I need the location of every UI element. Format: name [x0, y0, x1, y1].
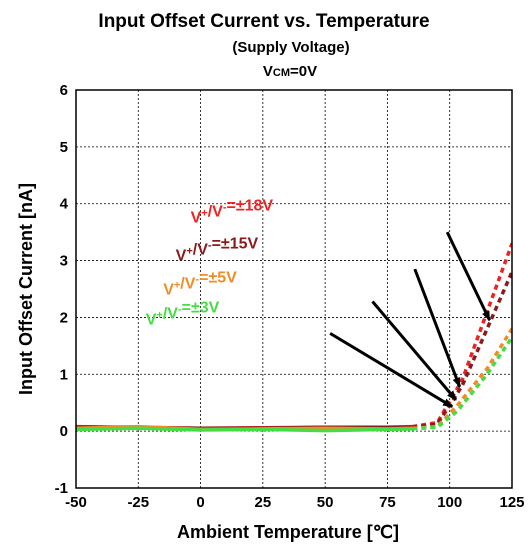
annotation-arrow-1 [413, 268, 462, 388]
y-tick-label: 6 [60, 82, 68, 99]
x-tick-label: 75 [379, 494, 396, 511]
y-tick-label: 5 [60, 139, 68, 156]
chart-condition: VCM=0V [263, 63, 317, 80]
x-tick-label: 125 [499, 494, 524, 511]
series-dashed-line-0 [412, 242, 512, 429]
x-tick-label: 50 [317, 494, 334, 511]
y-tick-label: 0 [60, 423, 68, 440]
chart-title: Input Offset Current vs. Temperature [98, 11, 429, 32]
annotation-arrow-0 [445, 231, 491, 322]
x-tick-label: -50 [65, 494, 87, 511]
plot-frame [75, 89, 513, 489]
y-tick-label: -1 [55, 480, 68, 497]
x-tick-label: -25 [127, 494, 149, 511]
series-dashed-line-2 [412, 327, 512, 431]
series-label-2: V+/V-=±5V [163, 270, 237, 299]
y-axis-label: Input Offset Current [nA] [16, 183, 36, 395]
series-dashed-line-3 [412, 336, 512, 431]
series-label-0: V+/V-=±18V [191, 197, 274, 226]
x-axis-label: Ambient Temperature [℃] [177, 522, 399, 542]
annotation-arrow-2 [371, 300, 458, 401]
annotation-arrow-3 [329, 332, 454, 408]
series-layer [76, 242, 512, 433]
y-tick-label: 3 [60, 253, 68, 270]
y-tick-label: 4 [60, 196, 69, 213]
x-tick-label: 25 [255, 494, 272, 511]
x-tick-label: 100 [437, 494, 462, 511]
chart-subtitle: (Supply Voltage) [232, 39, 349, 56]
series-label-3: V+/V-=±3V [146, 299, 220, 328]
y-tick-label: 2 [60, 309, 68, 326]
ticks: -50 -25 0 25 50 75 100 125 -1 0 1 2 3 4 5 6 [55, 82, 525, 511]
series-line-3 [76, 426, 415, 433]
series-label-1: V+/V-=±15V [176, 236, 259, 265]
y-tick-label: 1 [60, 366, 68, 383]
x-tick-label: 0 [196, 494, 204, 511]
annotations: V+/V-=±18V V+/V-=±15V V+/V-=±5VV+/V-=±3V [146, 197, 491, 408]
series-dashed-line-1 [412, 271, 512, 429]
